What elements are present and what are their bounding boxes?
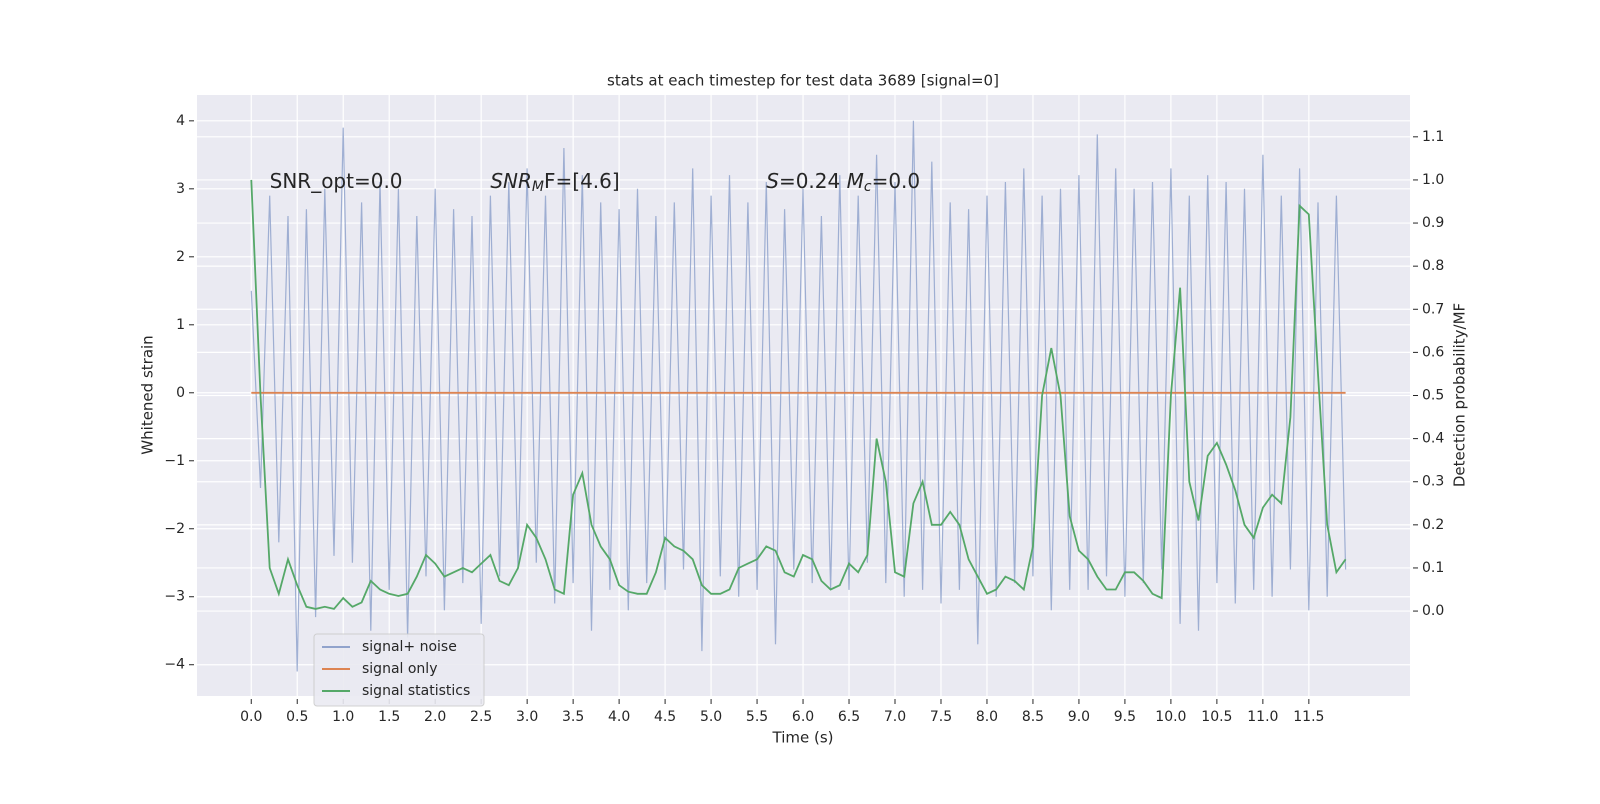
legend: signal+ noise signal only signal statistic…: [313, 633, 485, 707]
annotation: SNR_opt=0.0: [270, 169, 403, 193]
annotation-part: =0.24: [779, 169, 847, 193]
x-tick-label: 1.5: [378, 709, 400, 725]
y2-tick-label: 0.0: [1422, 603, 1444, 619]
y-tick-label: 2: [176, 249, 185, 265]
y2-tick-label: 0.9: [1422, 215, 1444, 231]
x-tick-label: 5.5: [746, 709, 768, 725]
y-tick-label: 0: [176, 385, 185, 401]
y-tick-label: 4: [176, 113, 185, 129]
x-tick-label: 4.5: [654, 709, 676, 725]
annotation-part: SNR: [490, 169, 532, 193]
x-tick-label: 10.0: [1155, 709, 1186, 725]
x-tick-label: 0.5: [286, 709, 308, 725]
annotation-part: S: [766, 169, 779, 193]
y2-tick-label: 0.5: [1422, 388, 1444, 404]
y2-tick-label: 0.8: [1422, 258, 1444, 274]
x-tick-label: 8.0: [976, 709, 998, 725]
y2-tick-label: 1.1: [1422, 129, 1444, 145]
series-line: [250, 179, 1347, 610]
annotation-part: c: [864, 179, 872, 195]
y2-tick-label: 0.4: [1422, 431, 1444, 447]
y-tick-label: −1: [164, 453, 185, 469]
y-tick-label: −2: [164, 521, 185, 537]
x-tick-label: 11.0: [1247, 709, 1278, 725]
x-tick-label: 3.5: [562, 709, 584, 725]
y-tick-label: 1: [176, 317, 185, 333]
legend-box: [313, 633, 485, 707]
y2-tick-label: 0.3: [1422, 474, 1444, 490]
series-line: [250, 120, 1347, 672]
annotation-part: F=[4.6]: [544, 169, 620, 193]
x-tick-label: 7.0: [884, 709, 906, 725]
y-tick-label: −3: [164, 589, 185, 605]
x-tick-label: 9.0: [1068, 709, 1090, 725]
y-tick-label: −4: [164, 657, 185, 673]
legend-label: signal statistics: [362, 683, 470, 699]
x-tick-label: 5.0: [700, 709, 722, 725]
y2-axis-label: Detection probability/MF: [1451, 303, 1469, 487]
y2-tick-label: 0.7: [1422, 301, 1444, 317]
x-tick-label: 7.5: [930, 709, 952, 725]
annotation: S=0.24 Mc=0.0: [766, 169, 920, 196]
chart-title: stats at each timestep for test data 368…: [607, 72, 999, 90]
y2-tick-label: 0.6: [1422, 344, 1444, 360]
y2-tick-label: 0.2: [1422, 517, 1444, 533]
x-tick-label: 2.5: [470, 709, 492, 725]
x-tick-label: 0.0: [240, 709, 262, 725]
x-tick-label: 6.0: [792, 709, 814, 725]
y-axis-label: Whitened strain: [139, 335, 157, 454]
annotation-part: M: [532, 179, 544, 195]
x-tick-label: 11.5: [1293, 709, 1324, 725]
x-axis-label: Time (s): [772, 729, 834, 747]
x-tick-label: 1.0: [332, 709, 354, 725]
annotation: SNRMF=[4.6]: [490, 169, 619, 196]
x-tick-label: 10.5: [1201, 709, 1232, 725]
legend-label: signal only: [362, 661, 437, 677]
x-tick-label: 8.5: [1022, 709, 1044, 725]
x-tick-label: 2.0: [424, 709, 446, 725]
annotation-part: SNR_opt=0.0: [270, 169, 403, 193]
annotation-part: M: [847, 169, 864, 193]
x-tick-label: 4.0: [608, 709, 630, 725]
x-tick-label: 9.5: [1114, 709, 1136, 725]
legend-label: signal+ noise: [362, 639, 457, 655]
y2-tick-label: 1.0: [1422, 172, 1444, 188]
x-tick-label: 6.5: [838, 709, 860, 725]
x-tick-label: 3.0: [516, 709, 538, 725]
annotation-part: =0.0: [872, 169, 921, 193]
y2-tick-label: 0.1: [1422, 560, 1444, 576]
y-tick-label: 3: [176, 181, 185, 197]
